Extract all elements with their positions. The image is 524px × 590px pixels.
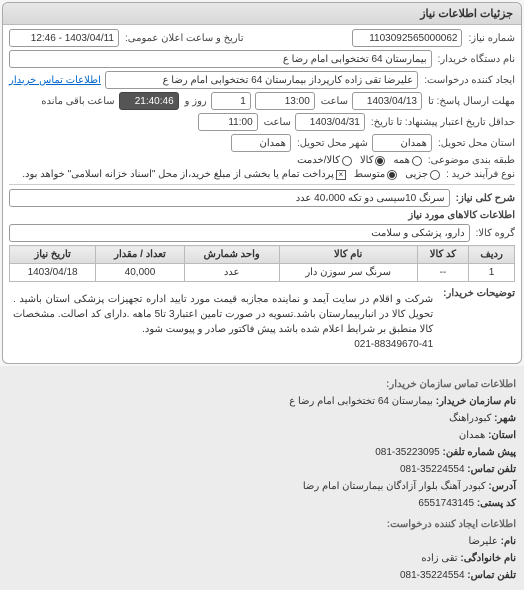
deadline-send-time-label: ساعت <box>319 96 348 107</box>
panel-title: جزئیات اطلاعات نیاز <box>3 3 521 25</box>
remain-days-label: روز و <box>183 96 207 107</box>
table-header: ردیف <box>469 246 515 264</box>
need-no-label: شماره نیاز: <box>466 33 515 44</box>
org-value: بیمارستان 64 تختخوابی امام رضا ع <box>289 396 433 407</box>
buyer-org-label: نام دستگاه خریدار: <box>436 54 515 65</box>
desc-text: شرکت و اقلام در سایت آیمد و نماینده مجاز… <box>13 294 433 335</box>
fname-label: نام: <box>501 536 516 547</box>
contact-link[interactable]: اطلاعات تماس خریدار <box>9 75 101 86</box>
table-cell: سرنگ سر سوزن دار <box>279 264 417 282</box>
pt-note-check[interactable]: ×پرداخت تمام یا بخشی از مبلغ خرید،از محل… <box>22 169 346 180</box>
goods-table: ردیفکد کالانام کالاواحد شمارشتعداد / مقد… <box>9 245 515 282</box>
divider <box>9 184 515 185</box>
need-title-label: شرح کلی نیاز: <box>454 193 515 204</box>
cat-goods-radio[interactable]: کالا <box>360 155 386 166</box>
fname-value: علیرضا <box>469 536 498 547</box>
fax-label: پیش شماره تلفن: <box>443 447 516 458</box>
desc-phone: 021-88349670-41 <box>354 337 433 352</box>
category-radio-group: همه کالا کالا/خدمت <box>297 155 422 166</box>
cat-all-radio[interactable]: همه <box>393 155 421 166</box>
table-header: نام کالا <box>279 246 417 264</box>
delivery-time-label: ساعت <box>262 117 291 128</box>
city-label: شهر محل تحویل: <box>295 138 368 149</box>
cat-service-radio[interactable]: کالا/خدمت <box>297 155 352 166</box>
remain-suffix: ساعت باقی مانده <box>39 96 114 107</box>
need-details-panel: جزئیات اطلاعات نیاز شماره نیاز: 11030925… <box>2 2 522 364</box>
deadline-send-date: 1403/04/13 <box>352 92 422 110</box>
remain-days: 1 <box>211 92 251 110</box>
org-label: نام سازمان خریدار: <box>436 396 516 407</box>
purchase-type-group: جزیی متوسط ×پرداخت تمام یا بخشی از مبلغ … <box>22 169 440 180</box>
tel-value: 081-35224554 <box>400 461 465 478</box>
need-title-field: سرنگ 10سیسی دو تکه 40،000 عدد <box>9 189 450 207</box>
goods-header: اطلاعات کالاهای مورد نیاز <box>406 210 515 221</box>
table-header: واحد شمارش <box>184 246 279 264</box>
delivery-date: 1403/04/31 <box>295 113 365 131</box>
province-field: همدان <box>372 134 432 152</box>
deadline-send-label: مهلت ارسال پاسخ: تا <box>426 96 515 107</box>
province-label: استان محل تحویل: <box>436 138 515 149</box>
fax-value: 081-35223095 <box>375 444 440 461</box>
lname-label: نام خانوادگی: <box>460 553 516 564</box>
group-field: دارو، پزشکی و سلامت <box>9 224 470 242</box>
ccity-label: شهر: <box>494 413 516 424</box>
remain-time: 21:40:46 <box>119 92 179 110</box>
deadline-send-time: 13:00 <box>255 92 315 110</box>
table-row: 1--سرنگ سر سوزن دارعدد40,0001403/04/18 <box>10 264 515 282</box>
group-label: گروه کالا: <box>474 228 515 239</box>
need-no-field: 1103092565000062 <box>352 29 462 47</box>
city-field: همدان <box>231 134 291 152</box>
addr-label: آدرس: <box>488 481 516 492</box>
table-header: تاریخ نیاز <box>10 246 96 264</box>
table-cell: 1403/04/18 <box>10 264 96 282</box>
announce-label: تاریخ و ساعت اعلان عمومی: <box>123 33 244 44</box>
contact-header1: اطلاعات تماس سازمان خریدار: <box>8 376 516 393</box>
tel-label: تلفن تماس: <box>467 464 516 475</box>
table-cell: 1 <box>469 264 515 282</box>
pt-small-radio[interactable]: جزیی <box>405 169 440 180</box>
contact-header2: اطلاعات ایجاد کننده درخواست: <box>8 516 516 533</box>
pt-medium-radio[interactable]: متوسط <box>354 169 397 180</box>
requester-field: علیرضا تقی زاده کارپرداز بیمارستان 64 تخ… <box>105 71 418 89</box>
cprov-label: استان: <box>488 430 516 441</box>
purchase-type-label: نوع فرآیند خرید : <box>444 169 515 180</box>
lname-value: تقی زاده <box>421 553 457 564</box>
announce-field: 1403/04/11 - 12:46 <box>9 29 119 47</box>
table-header: تعداد / مقدار <box>96 246 185 264</box>
category-label: طبقه بندی موضوعی: <box>426 155 515 166</box>
addr-value: کبودر آهنگ بلوار آزادگان بیمارستان امام … <box>303 481 486 492</box>
desc-label: توضیحات خریدار: <box>441 288 515 299</box>
requester-label: ایجاد کننده درخواست: <box>422 75 515 86</box>
delivery-time: 11:00 <box>198 113 258 131</box>
table-cell: عدد <box>184 264 279 282</box>
table-cell: -- <box>417 264 469 282</box>
post-value: 6551743145 <box>418 498 474 509</box>
contact-section: اطلاعات تماس سازمان خریدار: نام سازمان خ… <box>0 366 524 590</box>
table-cell: 40,000 <box>96 264 185 282</box>
post-label: کد پستی: <box>477 498 516 509</box>
cprov-value: همدان <box>459 430 485 441</box>
table-header: کد کالا <box>417 246 469 264</box>
delivery-deadline-label: حداقل تاریخ اعتبار پیشنهاد: تا تاریخ: <box>369 117 515 128</box>
ccity-value: کبودراهنگ <box>449 413 491 424</box>
buyer-org-field: بیمارستان 64 تختخوابی امام رضا ع <box>9 50 432 68</box>
